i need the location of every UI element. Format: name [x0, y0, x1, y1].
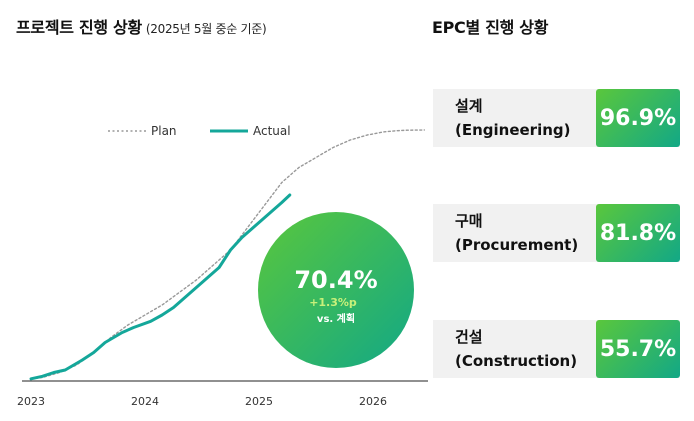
progress-badge-delta: +1.3%p [309, 296, 357, 309]
x-tick-label-2025: 2025 [245, 395, 273, 408]
chart-series [29, 129, 425, 381]
epc-label-procurement: 구매 (Procurement) [455, 209, 578, 257]
epc-name-en-engineering: (Engineering) [455, 121, 571, 139]
epc-name-en-procurement: (Procurement) [455, 236, 579, 254]
epc-card-engineering: 설계 (Engineering) 96.9% [433, 89, 680, 147]
epc-card-construction: 건설 (Construction) 55.7% [433, 320, 680, 378]
epc-value-engineering: 96.9% [596, 89, 680, 147]
epc-name-procurement: 구매 [455, 212, 483, 230]
progress-badge-circle [258, 212, 414, 368]
epc-label-engineering: 설계 (Engineering) [455, 94, 571, 142]
x-tick-label-2026: 2026 [359, 395, 387, 408]
chart-legend: Plan Actual [108, 124, 291, 138]
chart-title-text: 프로젝트 진행 상황 [16, 18, 142, 37]
epc-value-procurement: 81.8% [596, 204, 680, 262]
epc-title: EPC별 진행 상황 [432, 18, 549, 37]
chart-x-axis: 2023 2024 2025 2026 [17, 380, 428, 408]
epc-value-construction: 55.7% [596, 320, 680, 378]
legend-label-plan: Plan [151, 124, 177, 138]
progress-badge-value: 70.4% [294, 266, 377, 294]
epc-name-en-construction: (Construction) [455, 352, 578, 370]
chart-title: 프로젝트 진행 상황 (2025년 5월 중순 기준) [16, 14, 267, 38]
progress-badge-vs: vs. 계획 [317, 312, 355, 325]
progress-badge: 70.4% +1.3%p vs. 계획 [258, 212, 414, 368]
chart-subtitle: (2025년 5월 중순 기준) [145, 22, 267, 36]
series-line-actual [29, 193, 292, 381]
legend-label-actual: Actual [253, 124, 291, 138]
progress-chart: Plan Actual 2023 2024 2025 2026 70.4% +1.3%p… [17, 124, 428, 408]
epc-name-construction: 건설 [455, 328, 483, 346]
epc-name-engineering: 설계 [455, 97, 483, 115]
x-tick-label-2024: 2024 [131, 395, 159, 408]
epc-card-procurement: 구매 (Procurement) 81.8% [433, 204, 680, 262]
epc-label-construction: 건설 (Construction) [455, 325, 577, 373]
x-tick-label-2023: 2023 [17, 395, 45, 408]
